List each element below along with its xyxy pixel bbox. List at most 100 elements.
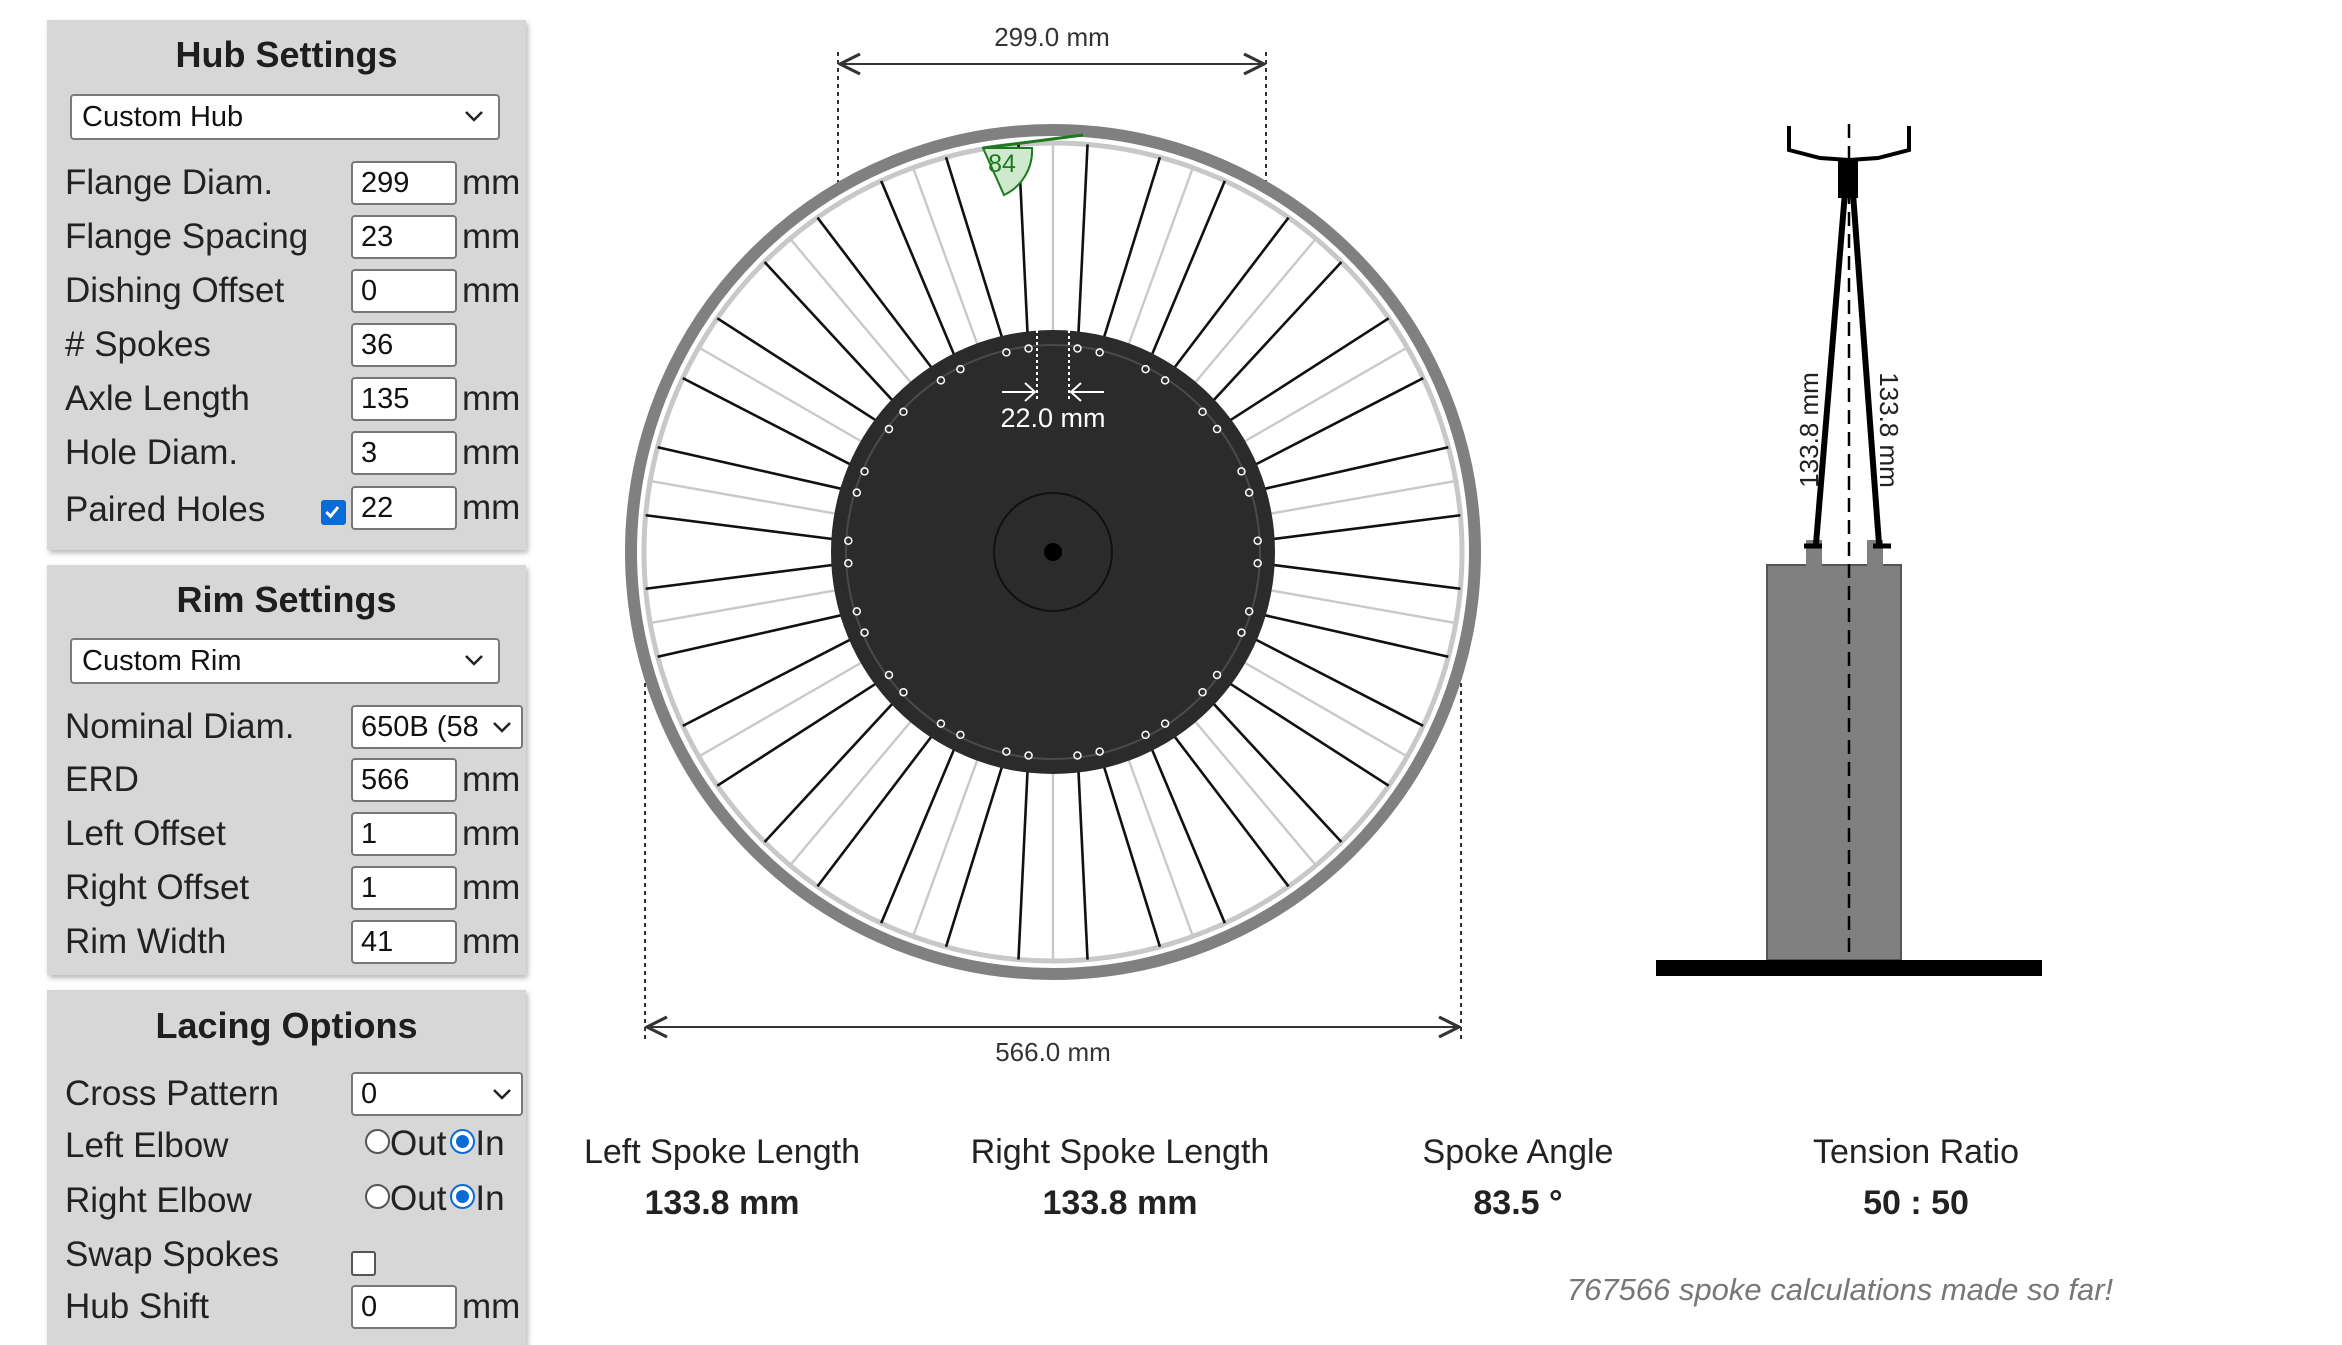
spoke-near xyxy=(682,633,862,728)
result-tension-ratio: Tension Ratio 50 : 50 xyxy=(1736,1133,2096,1223)
hub-hole xyxy=(1198,687,1207,697)
hub-hole xyxy=(1073,344,1082,353)
hub-hole xyxy=(956,730,965,740)
hub-hole xyxy=(936,719,946,728)
hub-holes xyxy=(844,344,1262,760)
dishing-offset-unit: mm xyxy=(462,271,521,310)
flange-spacing-input[interactable]: 23 xyxy=(351,215,457,259)
right-elbow-out-radio[interactable] xyxy=(365,1183,390,1209)
side-spoke-right xyxy=(1849,179,1882,545)
spoke-near xyxy=(1261,513,1461,542)
spoke-near xyxy=(1017,759,1030,960)
axle-length-input[interactable]: 135 xyxy=(351,377,457,421)
paired-holes-label: Paired Holes xyxy=(65,490,266,529)
spoke-near xyxy=(1244,633,1424,728)
nominal-diam-label: Nominal Diam. xyxy=(65,707,295,746)
spoke-near xyxy=(645,513,845,542)
spoke-far xyxy=(698,346,873,449)
spoke-near xyxy=(1099,755,1162,948)
pair-dim-label: 22.0 mm xyxy=(1000,403,1105,433)
erd-row: ERD 566 mm xyxy=(65,758,526,806)
rim-preset-select[interactable]: Custom Rim xyxy=(70,638,500,684)
chevron-down-icon xyxy=(491,1084,513,1104)
spoke-near xyxy=(1099,156,1162,349)
spoke-near xyxy=(682,376,862,471)
nominal-diam-value: 650B (58 xyxy=(361,711,479,743)
side-left-spoke-length: 133.8 mm xyxy=(1794,372,1824,488)
result-title: Tension Ratio xyxy=(1812,1133,2019,1171)
spoke-near xyxy=(944,755,1007,948)
spoke-near xyxy=(1146,737,1227,924)
hub-hole xyxy=(844,536,853,545)
wheel-diagram: 299.0 mm 566.0 mm 22.0 mm 84 xyxy=(625,22,1481,1067)
hub-preset-select[interactable]: Custom Hub xyxy=(70,94,500,140)
flange-spacing-unit: mm xyxy=(462,217,521,256)
cross-pattern-select[interactable]: 0 xyxy=(351,1072,523,1116)
left-elbow-in-radio[interactable] xyxy=(450,1128,476,1154)
spoke-near xyxy=(657,611,854,659)
right-elbow-in-radio[interactable] xyxy=(450,1183,476,1209)
spokes-count-input[interactable]: 36 xyxy=(351,323,457,367)
flange-dim-label: 299.0 mm xyxy=(994,22,1110,52)
hole-diam-input[interactable]: 3 xyxy=(351,431,457,475)
result-value: 133.8 mm xyxy=(644,1184,800,1222)
result-value: 133.8 mm xyxy=(1042,1184,1198,1222)
hub-hole xyxy=(1002,348,1011,357)
spoke-far xyxy=(1123,167,1195,357)
dishing-offset-input[interactable]: 0 xyxy=(351,269,457,313)
side-right-spoke-length: 133.8 mm xyxy=(1874,372,1904,488)
erd-input[interactable]: 566 xyxy=(351,758,457,802)
left-offset-input[interactable]: 1 xyxy=(351,812,457,856)
hub-hole xyxy=(860,628,869,637)
spoke-near xyxy=(1261,562,1461,591)
spoke-near xyxy=(1146,180,1227,367)
left-elbow-out-radio[interactable] xyxy=(365,1128,390,1154)
result-title: Right Spoke Length xyxy=(970,1133,1270,1171)
nominal-diam-select[interactable]: 650B (58 xyxy=(351,705,523,749)
hole-diam-label: Hole Diam. xyxy=(65,433,239,472)
left-offset-unit: mm xyxy=(462,814,521,853)
spoke-far xyxy=(1233,346,1408,449)
spoke-far xyxy=(911,167,983,357)
hub-hole xyxy=(956,364,965,374)
hub-shift-label: Hub Shift xyxy=(65,1287,209,1326)
spoke-near xyxy=(1252,611,1449,659)
hub-shift-input[interactable]: 0 xyxy=(351,1285,457,1329)
swap-spokes-label: Swap Spokes xyxy=(65,1235,280,1274)
spoke-near xyxy=(716,676,887,787)
spoke-near xyxy=(716,317,887,428)
hub-hole xyxy=(1198,407,1207,417)
hub-hole xyxy=(1244,607,1254,616)
spoke-near xyxy=(1076,144,1089,345)
erd-unit: mm xyxy=(462,760,521,799)
spoke-near xyxy=(1076,759,1089,960)
paired-holes-row: Paired Holes 22 mm xyxy=(65,486,526,534)
right-offset-input[interactable]: 1 xyxy=(351,866,457,910)
right-elbow-options: Out In xyxy=(365,1179,509,1223)
spoke-far xyxy=(1258,479,1456,517)
hub-hole xyxy=(1253,559,1262,568)
paired-holes-checkbox[interactable] xyxy=(321,500,346,525)
hub-hole xyxy=(899,407,908,417)
erd-label: ERD xyxy=(65,760,139,799)
axle-length-row: Axle Length 135 mm xyxy=(65,377,526,425)
spoke-far xyxy=(1233,655,1408,758)
flange-diam-input[interactable]: 299 xyxy=(351,161,457,205)
hub-hole xyxy=(1095,747,1104,756)
hub-hole xyxy=(1024,344,1033,353)
rim-width-input[interactable]: 41 xyxy=(351,920,457,964)
swap-spokes-checkbox[interactable] xyxy=(351,1251,376,1276)
paired-holes-input[interactable]: 22 xyxy=(351,486,457,530)
result-title: Left Spoke Length xyxy=(583,1133,860,1171)
flange-spacing-row: Flange Spacing 23 mm xyxy=(65,215,526,263)
axle-length-label: Axle Length xyxy=(65,379,250,418)
near-spokes xyxy=(645,144,1461,960)
side-spoke-left xyxy=(1813,179,1849,545)
arrow-left-icon xyxy=(1069,382,1082,402)
hub-preset-value: Custom Hub xyxy=(82,101,244,133)
lacing-options-panel: Lacing Options Cross Pattern 0 Left Elbo… xyxy=(47,990,526,1345)
flange-diam-row: Flange Diam. 299 mm xyxy=(65,161,526,209)
cross-pattern-value: 0 xyxy=(361,1078,378,1110)
left-elbow-row: Left Elbow Out In xyxy=(65,1124,526,1172)
axle-length-unit: mm xyxy=(462,379,521,418)
